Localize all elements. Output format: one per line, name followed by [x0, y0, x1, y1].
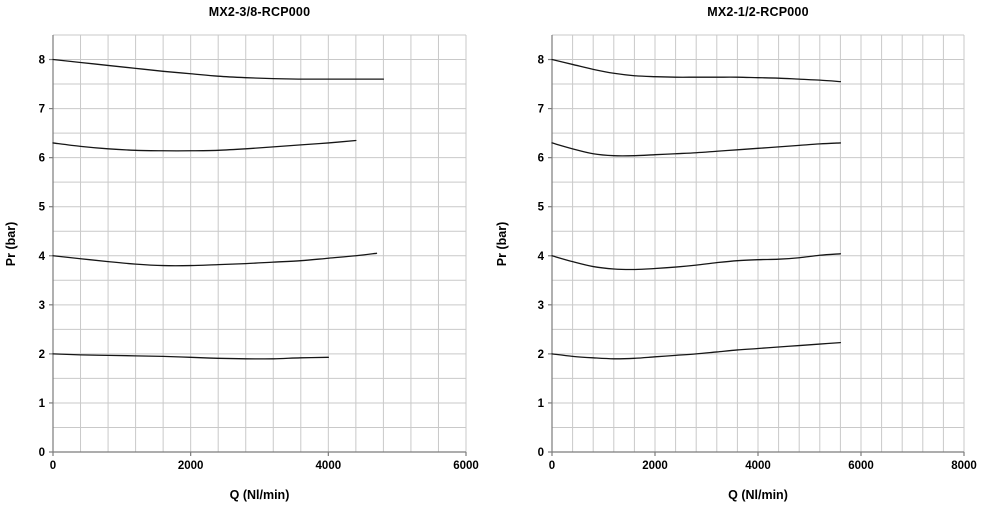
- x-tick-label: 2000: [178, 460, 204, 472]
- y-axis-title-text: Pr (bar): [495, 221, 510, 266]
- y-tick-label: 4: [39, 251, 46, 263]
- x-tick-label: 0: [50, 460, 56, 472]
- y-tick-label: 4: [538, 251, 545, 263]
- y-axis-title: Pr (bar): [0, 35, 22, 452]
- x-tick-label: 4000: [316, 460, 342, 472]
- curve-setting-6bar: [52, 139, 357, 152]
- x-tick-label: 8000: [951, 460, 977, 472]
- y-tick-label: 2: [538, 349, 544, 361]
- y-tick-label: 7: [538, 104, 544, 116]
- y-tick-label: 5: [538, 202, 545, 214]
- x-tick-label: 6000: [453, 460, 479, 472]
- y-tick-label: 8: [538, 55, 545, 67]
- curve-setting-4bar: [52, 252, 378, 267]
- curve-setting-8bar: [551, 58, 842, 83]
- y-tick-label: 3: [538, 300, 544, 312]
- curve-setting-4bar: [551, 253, 842, 271]
- y-tick-label: 2: [39, 349, 45, 361]
- curve-setting-2bar: [52, 353, 329, 360]
- chart-canvas: 0 1 2 3 4 5 6 7 8 0 2000 4000 6000 8000: [538, 34, 977, 472]
- curve-setting-6bar: [551, 142, 842, 157]
- y-tick-label: 0: [538, 447, 544, 459]
- y-tick-label: 1: [538, 398, 545, 410]
- x-tick-label: 2000: [642, 460, 668, 472]
- y-tick-label: 8: [39, 55, 46, 67]
- curve-setting-2bar: [551, 341, 842, 360]
- y-axis-title-text: Pr (bar): [4, 221, 19, 266]
- y-tick-label: 5: [39, 202, 46, 214]
- chart-mx2-38-rcp000: 0 1 2 3 4 5 6 7 8 0 2000 4000 6000 MX2-3/8-RCP000 Q …: [0, 0, 491, 513]
- y-tick-label: 0: [39, 447, 45, 459]
- x-axis-title: Q (Nl/min): [229, 488, 290, 502]
- x-tick-label: 0: [549, 460, 555, 472]
- y-tick-label: 7: [39, 104, 45, 116]
- chart-title: MX2-3/8-RCP000: [208, 5, 311, 19]
- y-tick-label: 6: [39, 153, 45, 165]
- y-axis-title: Pr (bar): [491, 35, 513, 452]
- curve-setting-8bar: [52, 58, 385, 80]
- y-tick-label: 6: [538, 153, 544, 165]
- chart-title: MX2-1/2-RCP000: [707, 5, 809, 19]
- x-axis-title: Q (Nl/min): [728, 488, 788, 502]
- y-tick-label: 1: [39, 398, 46, 410]
- chart-canvas: 0 1 2 3 4 5 6 7 8 0 2000 4000 6000: [39, 34, 479, 472]
- chart-mx2-12-rcp000: 0 1 2 3 4 5 6 7 8 0 2000 4000 6000 8000 MX2-1/2-RCP00…: [491, 0, 983, 513]
- x-tick-label: 4000: [745, 460, 771, 472]
- y-tick-label: 3: [39, 300, 45, 312]
- x-tick-label: 6000: [848, 460, 874, 472]
